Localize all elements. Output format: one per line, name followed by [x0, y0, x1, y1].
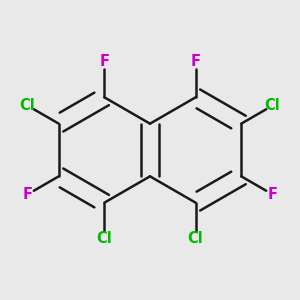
Text: F: F	[22, 187, 32, 202]
Text: Cl: Cl	[188, 231, 203, 246]
Text: F: F	[268, 187, 278, 202]
Text: Cl: Cl	[20, 98, 35, 113]
Text: F: F	[99, 54, 110, 69]
Text: F: F	[190, 54, 201, 69]
Text: Cl: Cl	[97, 231, 112, 246]
Text: Cl: Cl	[265, 98, 281, 113]
